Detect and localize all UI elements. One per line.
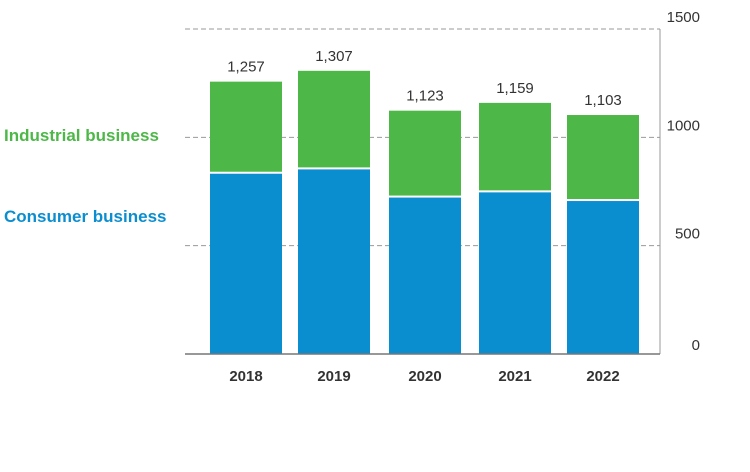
legend-consumer-business: Consumer business — [4, 207, 167, 226]
bar-consumer-2021 — [479, 192, 551, 354]
total-label-2019: 1,307 — [315, 48, 353, 65]
x-tick-2019: 2019 — [317, 368, 350, 385]
total-label-2018: 1,257 — [227, 59, 265, 76]
y-tick-500: 500 — [675, 226, 700, 243]
x-tick-2021: 2021 — [498, 368, 531, 385]
bar-industrial-2020 — [389, 110, 461, 196]
x-tick-2018: 2018 — [229, 368, 262, 385]
x-tick-2020: 2020 — [408, 368, 441, 385]
bar-consumer-2022 — [567, 201, 639, 354]
bar-industrial-2022 — [567, 115, 639, 200]
x-tick-2022: 2022 — [586, 368, 619, 385]
y-tick-0: 0 — [692, 337, 700, 354]
legend-industrial-business: Industrial business — [4, 126, 159, 145]
total-label-2021: 1,159 — [496, 80, 534, 97]
bar-industrial-2018 — [210, 81, 282, 172]
total-label-2022: 1,103 — [584, 92, 622, 109]
bar-industrial-2019 — [298, 70, 370, 168]
y-tick-1500: 1500 — [667, 9, 700, 26]
y-tick-1000: 1000 — [667, 117, 700, 134]
bar-consumer-2018 — [210, 173, 282, 354]
bar-industrial-2021 — [479, 102, 551, 191]
bar-consumer-2019 — [298, 169, 370, 354]
bar-consumer-2020 — [389, 197, 461, 354]
total-label-2020: 1,123 — [406, 88, 444, 105]
